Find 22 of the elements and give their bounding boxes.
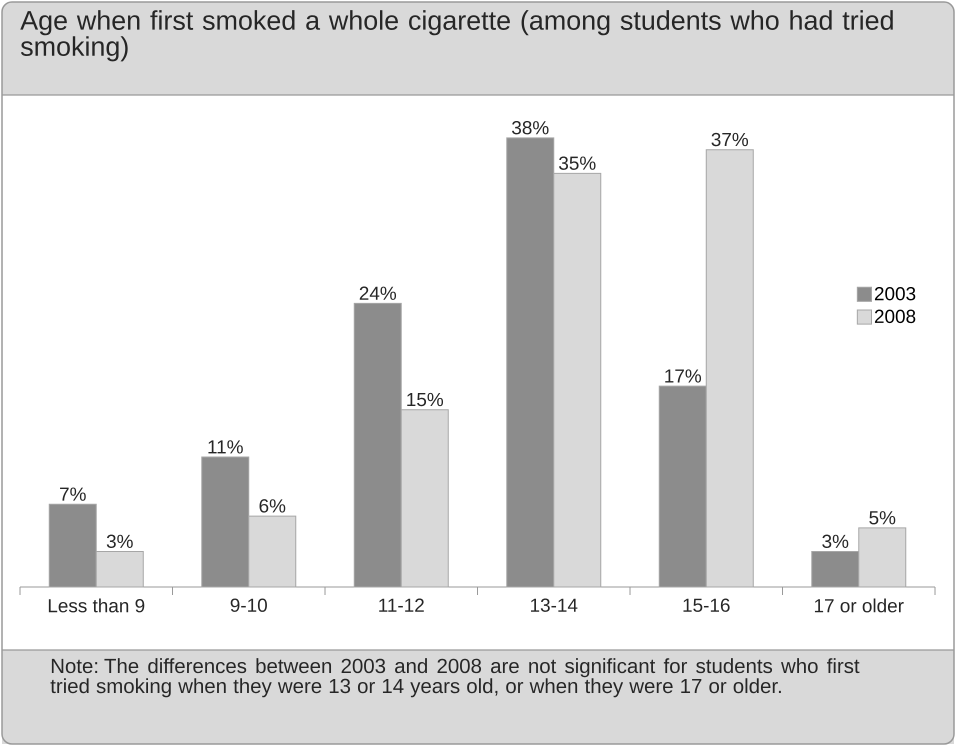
data-label: 3% [106, 534, 133, 548]
data-label: 15% [407, 392, 444, 406]
data-label: 6% [260, 499, 286, 513]
data-label: 7% [60, 488, 86, 501]
x-tick-label: Less than 9 [48, 598, 144, 612]
data-label: 38% [512, 121, 549, 134]
x-tick-label: 15-16 [683, 598, 730, 612]
data-label: 5% [869, 511, 896, 524]
x-tick-label: 13-14 [530, 598, 578, 612]
data-label: 11% [208, 440, 243, 454]
text: Note: The differences between 2003 and 2008 are not significant for students who first tried smoking when they were 13 or 14 years old, or when they were 17 or older. [50, 658, 860, 698]
legend-label: 2003 [874, 286, 916, 300]
chart-title: Age when first smoked a whole cigarette (among students who had tried smoking) [20, 10, 893, 62]
x-tick-label: 17 or older [814, 598, 904, 612]
data-label: 24% [360, 286, 396, 300]
data-label: 3% [822, 534, 848, 548]
data-label: 35% [559, 156, 596, 170]
data-label: 17% [665, 369, 702, 383]
legend-label: 2008 [874, 310, 916, 324]
x-tick-label: 11-12 [379, 598, 424, 612]
x-tick-label: 9-10 [230, 598, 267, 612]
data-label: 37% [712, 132, 748, 146]
